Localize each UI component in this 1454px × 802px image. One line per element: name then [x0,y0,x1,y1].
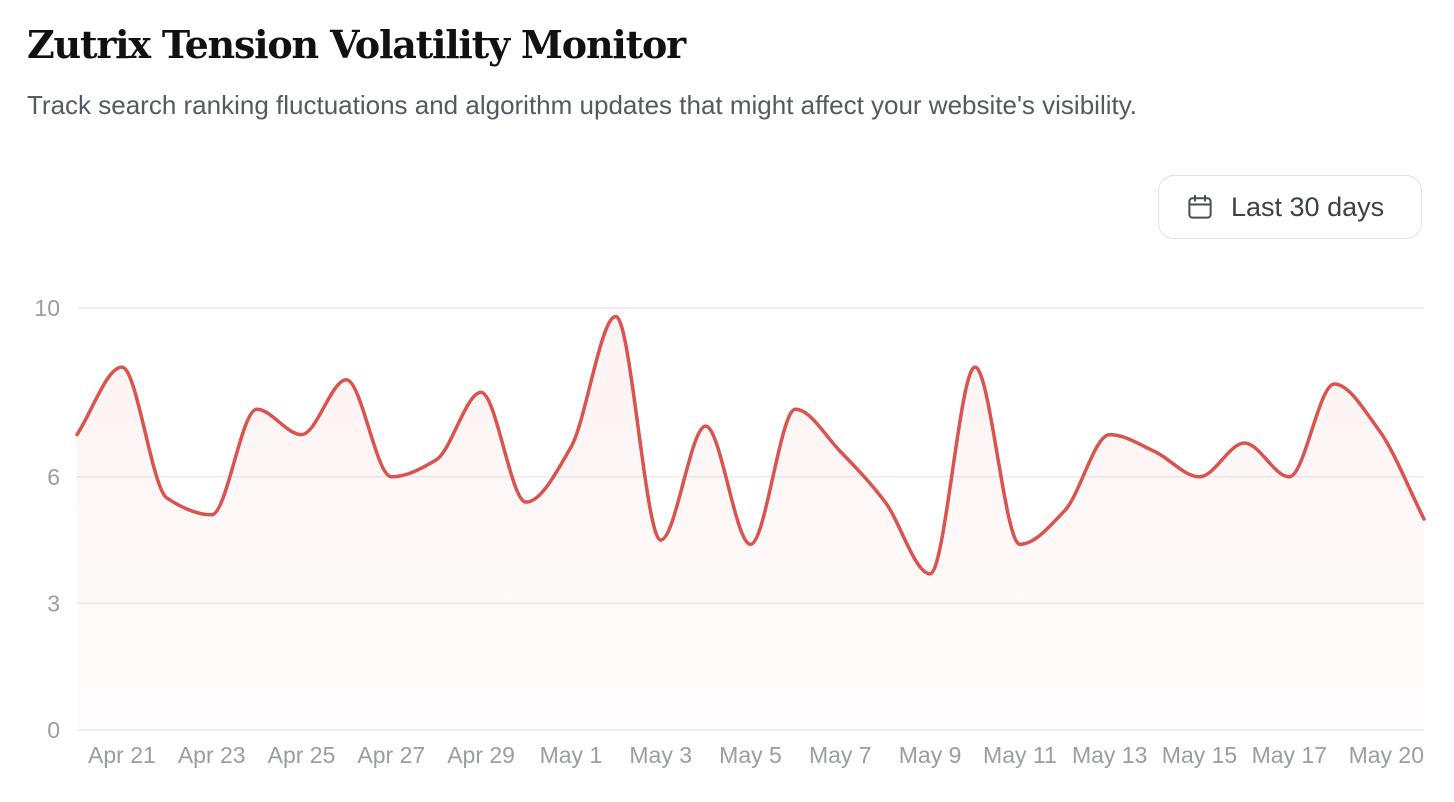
y-axis: 0 3 6 10 [34,295,60,743]
data-point [520,496,532,508]
x-tick-label: May 5 [719,742,782,768]
x-tick-label: May 1 [540,742,603,768]
data-point [565,441,577,453]
x-tick-label: May 7 [809,742,872,768]
y-tick-label: 3 [47,590,60,616]
x-tick-label: Apr 21 [88,742,156,768]
x-tick-label: May 9 [899,742,962,768]
data-point [340,374,352,386]
data-point [475,386,487,398]
data-point [1059,505,1071,517]
x-tick-label: May 17 [1252,742,1327,768]
x-tick-label: Apr 29 [447,742,515,768]
x-tick-label: Apr 25 [268,742,336,768]
data-point [655,534,667,546]
data-point [1149,445,1161,457]
x-axis: Apr 21 Apr 23 Apr 25 Apr 27 Apr 29 May 1 May 3… [88,742,1424,768]
page-subtitle: Track search ranking fluctuations and al… [27,90,1138,120]
volatility-chart: 0 3 6 10 Apr 21 Apr 23 Apr 25 Apr 27 Apr 29 May … [34,295,1430,768]
calendar-icon [1188,194,1212,219]
data-point [879,496,891,508]
data-point [71,429,83,441]
y-tick-label: 10 [34,295,60,321]
data-point [1014,538,1026,550]
data-point [700,420,712,432]
data-point [1194,471,1206,483]
data-point [745,538,757,550]
data-point [1238,437,1250,449]
data-point [924,568,936,580]
data-point [1418,513,1430,525]
date-range-label: Last 30 days [1231,191,1385,222]
volatility-line [75,314,1426,576]
data-point [1104,429,1116,441]
data-point [430,454,442,466]
x-tick-label: Apr 27 [357,742,425,768]
data-point [969,361,981,373]
x-tick-label: Apr 23 [178,742,246,768]
data-point [1373,424,1385,436]
date-range-button[interactable]: Last 30 days [1158,175,1422,239]
y-tick-label: 6 [47,464,60,490]
data-point [161,492,173,504]
data-point [385,471,397,483]
volatility-area [77,316,1424,730]
data-point [251,403,263,415]
data-point [296,429,308,441]
data-point [116,361,128,373]
data-point [610,310,622,322]
x-tick-label: May 3 [629,742,692,768]
data-point [789,403,801,415]
data-point [206,509,218,521]
page-title: Zutrix Tension Volatility Monitor [27,22,686,67]
x-tick-label: May 13 [1072,742,1147,768]
x-tick-label: May 15 [1162,742,1237,768]
x-tick-label: May 11 [983,742,1057,768]
data-point [834,445,846,457]
x-tick-label: May 20 [1349,742,1424,768]
data-point [1328,378,1340,390]
y-tick-label: 0 [47,717,60,743]
data-point [1283,471,1295,483]
